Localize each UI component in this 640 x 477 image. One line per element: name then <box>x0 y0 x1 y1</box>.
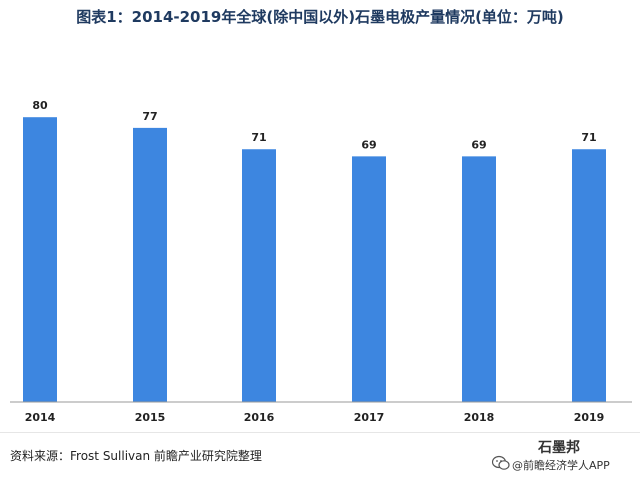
value-label-2015: 77 <box>142 110 157 123</box>
x-tick-label-2018: 2018 <box>464 411 495 424</box>
brand-watermark: 石墨邦 @前瞻经济学人APP <box>492 437 628 475</box>
value-label-2019: 71 <box>581 131 596 144</box>
source-note: 资料来源：Frost Sullivan 前瞻产业研究院整理 <box>10 449 262 463</box>
brand-handle: @前瞻经济学人APP <box>512 459 610 472</box>
footer: 资料来源：Frost Sullivan 前瞻产业研究院整理 石墨邦 @前瞻经济学… <box>0 432 640 477</box>
x-tick-label-2017: 2017 <box>354 411 385 424</box>
value-label-2017: 69 <box>361 138 376 151</box>
bar-2017 <box>352 156 386 402</box>
bars-group <box>23 117 606 402</box>
wechat-icon <box>492 455 510 470</box>
x-tick-label-2014: 2014 <box>25 411 56 424</box>
bar-2016 <box>242 149 276 402</box>
chart-title: 图表1：2014-2019年全球(除中国以外)石墨电极产量情况(单位：万吨) <box>76 8 564 26</box>
value-label-2018: 69 <box>471 138 486 151</box>
x-tick-labels-group: 2014 2015 2016 2017 2018 2019 <box>25 411 605 424</box>
brand-name: 石墨邦 <box>538 440 580 456</box>
x-tick-label-2019: 2019 <box>574 411 605 424</box>
x-tick-label-2015: 2015 <box>135 411 166 424</box>
bar-2014 <box>23 117 57 402</box>
value-labels-group: 80 77 71 69 69 71 <box>32 99 596 151</box>
value-label-2016: 71 <box>251 131 266 144</box>
x-tick-label-2016: 2016 <box>244 411 275 424</box>
bar-chart: 80 77 71 69 69 71 2014 2015 2016 2017 2018 2019 <box>10 99 632 424</box>
value-label-2014: 80 <box>32 99 48 112</box>
bar-2019 <box>572 149 606 402</box>
bar-2015 <box>133 127 167 402</box>
bar-2018 <box>462 156 496 402</box>
